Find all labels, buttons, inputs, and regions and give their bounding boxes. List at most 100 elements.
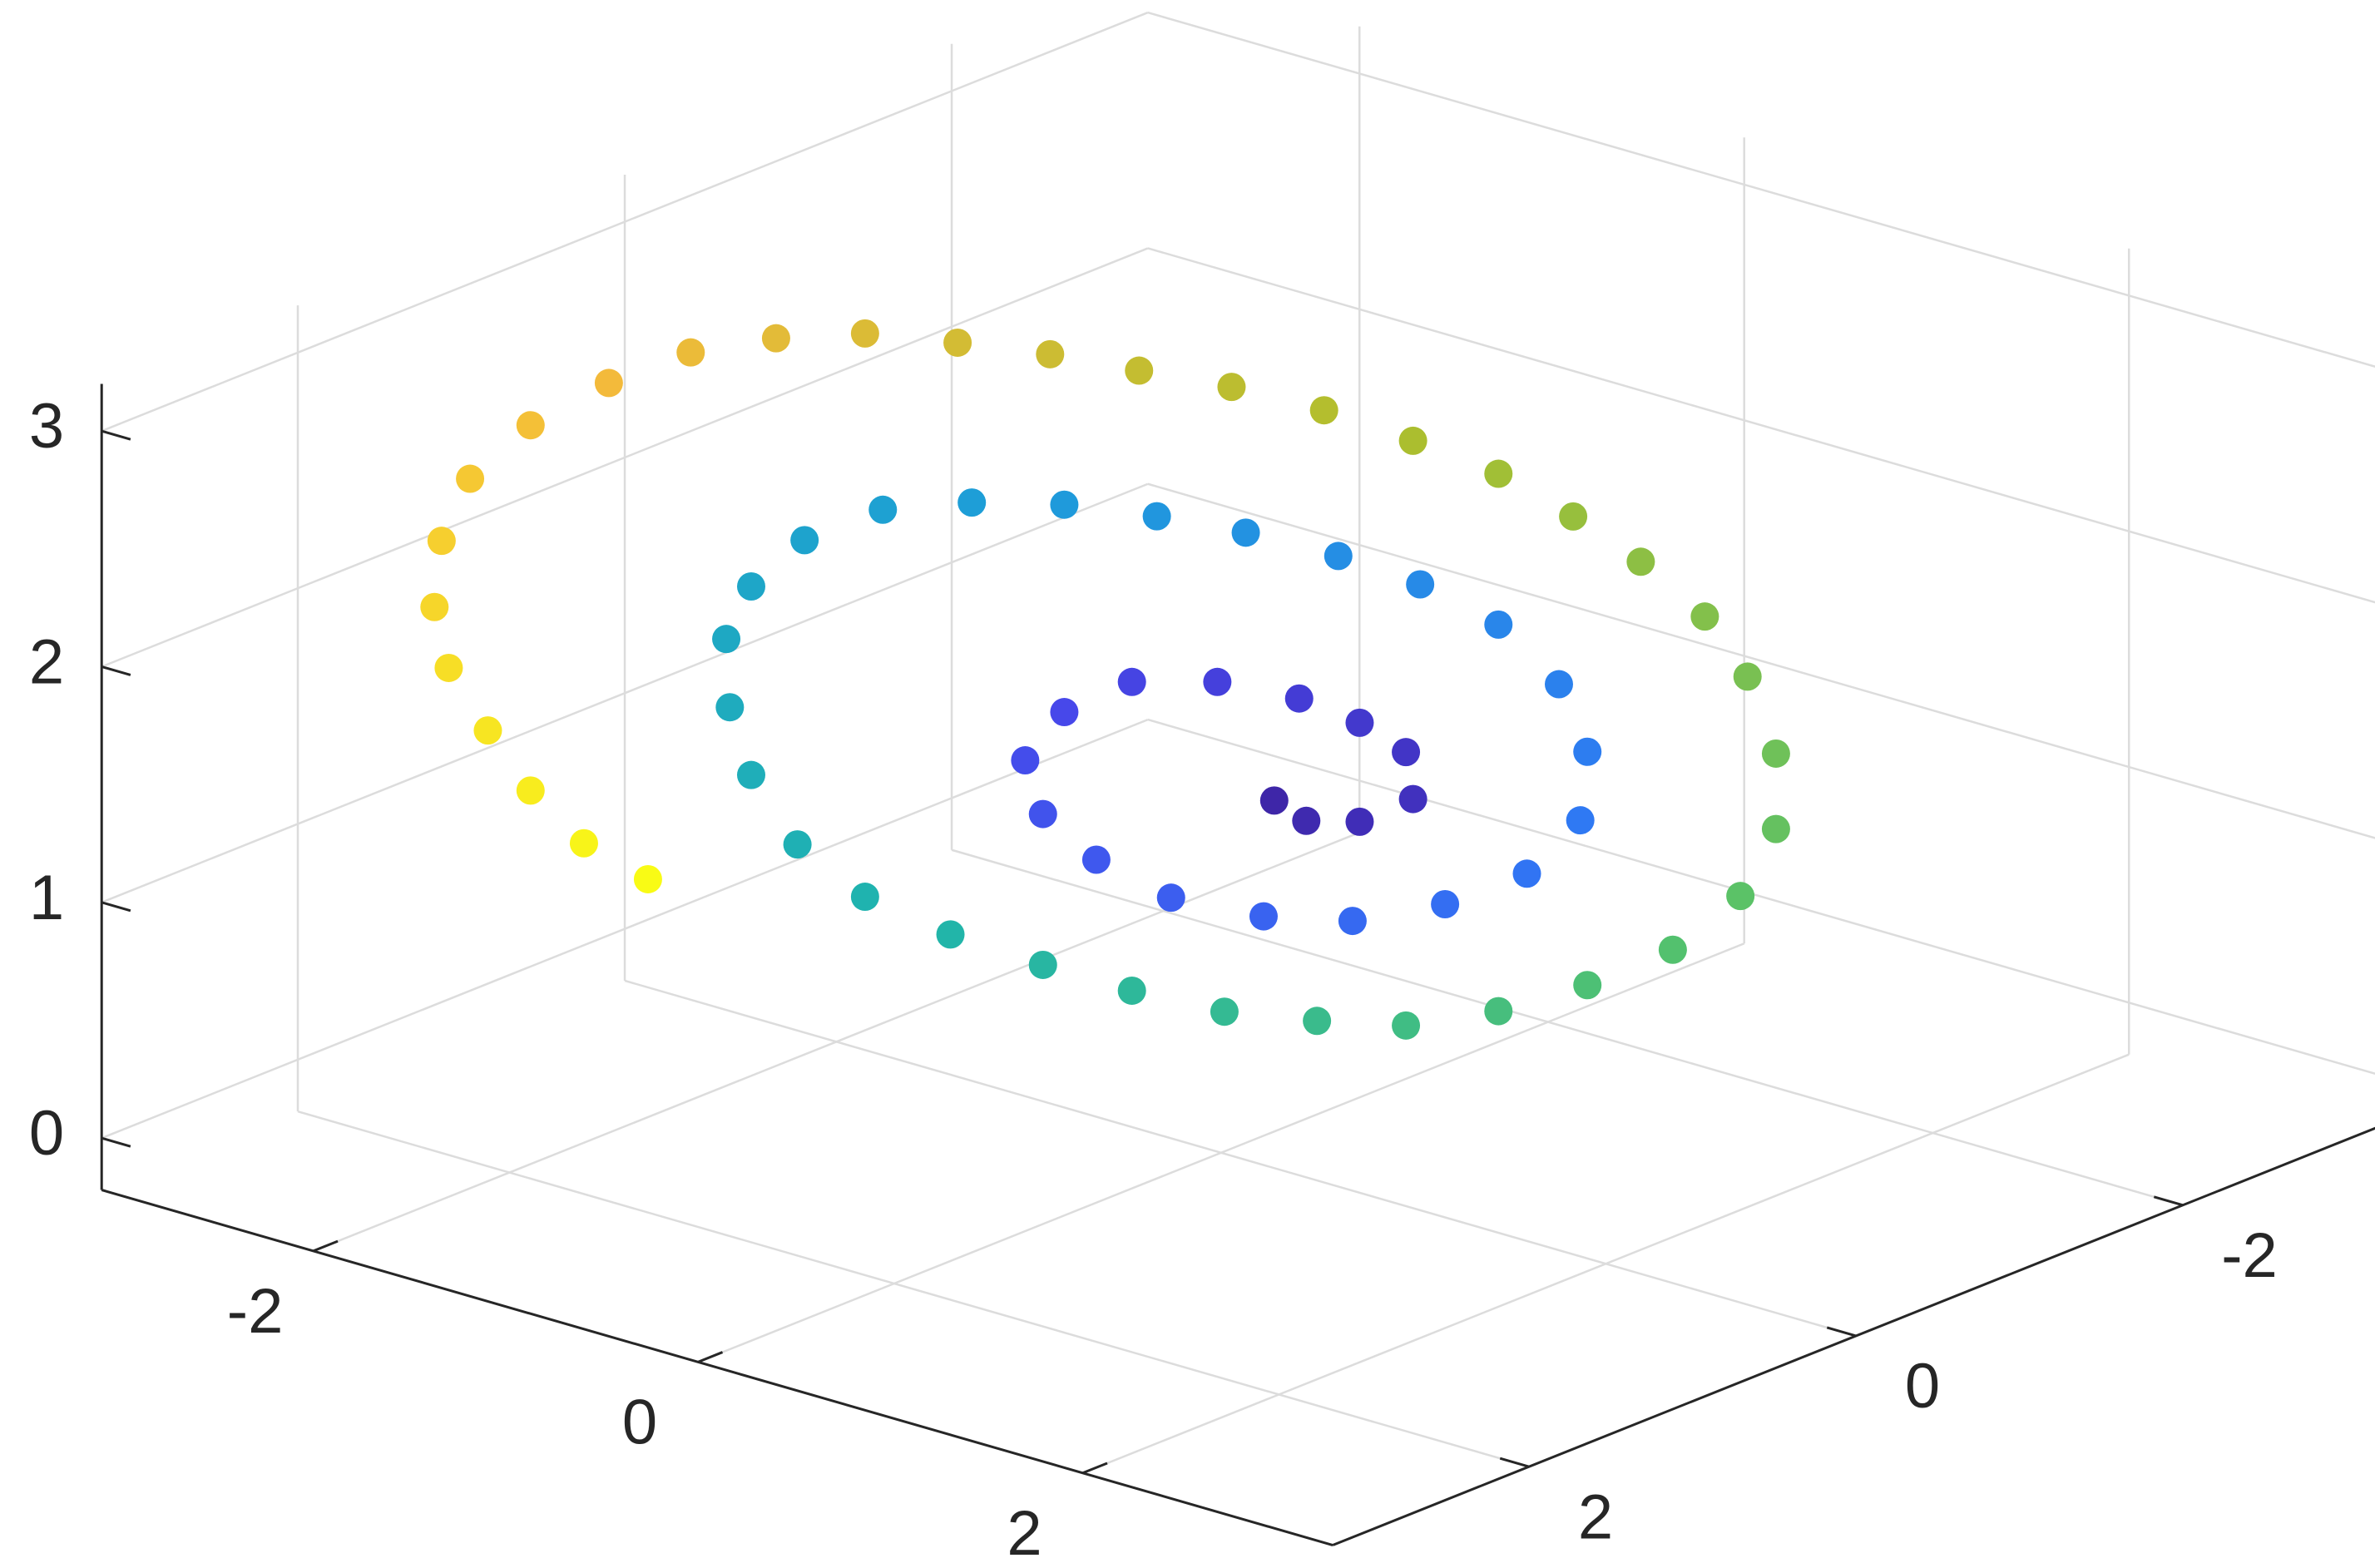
point <box>736 760 765 789</box>
point <box>1324 542 1353 571</box>
point <box>1431 890 1460 919</box>
point <box>1028 950 1057 979</box>
point <box>1626 547 1655 576</box>
point <box>456 464 485 493</box>
point <box>434 653 463 682</box>
point <box>715 693 745 722</box>
point <box>1303 1007 1332 1036</box>
grid-line <box>1147 482 2375 839</box>
y-tick <box>1499 1457 1530 1468</box>
grid-line <box>101 482 1149 903</box>
point <box>850 883 879 912</box>
point <box>1398 426 1427 455</box>
point <box>1210 997 1239 1026</box>
x-tick-label: 2 <box>1007 1498 1042 1568</box>
z-tick-label: 0 <box>29 1098 64 1169</box>
point <box>569 829 598 858</box>
point <box>1117 667 1146 696</box>
z-tick <box>101 429 131 441</box>
point <box>1573 737 1602 766</box>
point <box>1292 806 1321 835</box>
point <box>1309 396 1338 425</box>
point <box>1142 502 1171 531</box>
point <box>1117 976 1146 1005</box>
point <box>1284 684 1314 713</box>
point <box>1726 882 1755 911</box>
point <box>850 319 879 348</box>
point <box>1231 518 1260 547</box>
x-tick <box>313 1239 339 1253</box>
point <box>1028 799 1057 829</box>
point <box>516 411 545 440</box>
x-tick-label: 0 <box>622 1387 657 1457</box>
point <box>1398 784 1427 814</box>
point <box>1566 806 1595 835</box>
point <box>943 328 972 357</box>
point <box>868 495 898 524</box>
point <box>473 716 502 745</box>
grid-line <box>1147 11 2375 369</box>
point <box>1392 1011 1421 1040</box>
z-tick <box>101 1136 131 1148</box>
x-tick <box>697 1351 724 1363</box>
point <box>516 776 545 805</box>
point <box>1690 602 1719 631</box>
x-tick-label: -2 <box>227 1276 284 1347</box>
z-tick-label: 2 <box>29 627 64 698</box>
point <box>1217 373 1246 402</box>
point <box>676 338 705 367</box>
point <box>1658 935 1687 964</box>
point <box>420 592 449 621</box>
y-tick <box>1826 1326 1857 1338</box>
point <box>1512 859 1541 888</box>
point <box>790 526 819 555</box>
point <box>1259 786 1289 815</box>
point <box>1050 490 1079 519</box>
point <box>936 920 965 949</box>
point <box>1484 459 1513 488</box>
point <box>736 572 765 601</box>
point <box>1345 807 1374 836</box>
grid-line <box>951 848 2184 1206</box>
point <box>957 488 987 517</box>
point <box>1392 738 1421 767</box>
point <box>1573 971 1602 1000</box>
z-tick-label: 1 <box>29 863 64 933</box>
y-tick-label: 0 <box>1905 1351 1940 1422</box>
point <box>1484 610 1513 639</box>
y-tick-label: -2 <box>2221 1220 2278 1291</box>
point <box>1050 698 1079 727</box>
x-axis <box>101 1189 1333 1546</box>
point <box>1544 670 1573 699</box>
x-tick <box>1081 1462 1108 1475</box>
point <box>427 527 456 556</box>
point <box>1036 339 1065 369</box>
z-tick <box>101 665 131 676</box>
grid-line <box>101 11 1149 433</box>
grid-line <box>101 718 1149 1140</box>
point <box>1081 845 1111 874</box>
point <box>1761 739 1790 768</box>
y-tick <box>2153 1195 2184 1207</box>
z-tick <box>101 901 131 913</box>
grid-line <box>624 979 1857 1338</box>
z-tick-label: 3 <box>29 391 64 462</box>
point <box>712 625 741 654</box>
point <box>1733 662 1762 691</box>
point <box>783 830 812 859</box>
point <box>1406 570 1435 599</box>
point <box>1156 883 1185 913</box>
point <box>1559 502 1588 531</box>
point <box>1484 997 1513 1026</box>
point <box>1338 907 1367 936</box>
point <box>1125 356 1154 385</box>
grid-line <box>101 247 1149 668</box>
grid-line <box>297 1110 1530 1468</box>
point <box>1761 814 1790 843</box>
point <box>594 369 623 398</box>
point <box>1345 708 1374 737</box>
grid-line <box>1147 718 2375 1076</box>
point <box>1249 902 1278 931</box>
